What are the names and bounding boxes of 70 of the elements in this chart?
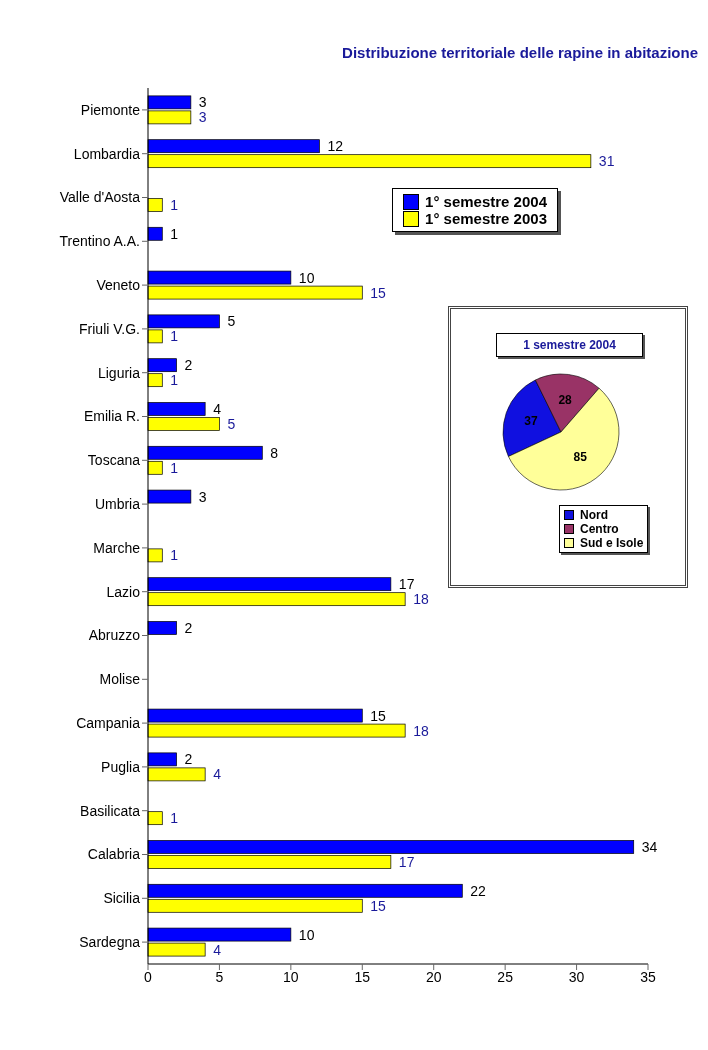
y-tick-label: Campania — [76, 715, 141, 732]
y-tick-label: Lombardia — [73, 145, 141, 162]
y-tick-label: Piemonte — [80, 101, 141, 118]
y-tick-label: Friuli V.G. — [79, 320, 140, 337]
data-label: 34 — [641, 838, 658, 855]
data-label: 1 — [170, 810, 179, 827]
legend-label: Nord — [580, 508, 608, 522]
y-tick-label: Molise — [99, 671, 141, 688]
data-label: 28 — [558, 393, 573, 408]
y-tick-label: Abruzzo — [88, 627, 141, 644]
data-label: 1 — [170, 328, 179, 345]
data-label: 3 — [198, 94, 207, 111]
data-label: 2 — [184, 619, 193, 636]
y-tick-label: Emilia R. — [83, 408, 140, 425]
chart-title: Distribuzione territoriale delle rapine in abitazione — [341, 44, 698, 61]
data-label: 10 — [298, 269, 315, 286]
data-label: 37 — [524, 414, 538, 429]
data-label: 1 — [170, 225, 179, 242]
data-label: 5 — [227, 313, 236, 330]
x-tick-label: 35 — [640, 968, 656, 985]
y-tick-label: Puglia — [101, 758, 141, 775]
data-label: 31 — [598, 153, 615, 170]
data-label: 85 — [573, 450, 588, 465]
y-tick-label: Trentino A.A. — [59, 233, 140, 250]
data-label: 15 — [370, 897, 387, 914]
y-tick-label: Liguria — [97, 364, 141, 381]
legend-label: Centro — [580, 522, 619, 536]
x-tick-label: 25 — [497, 968, 514, 985]
y-tick-label: Sicilia — [103, 890, 141, 907]
data-label: 17 — [398, 853, 415, 870]
data-label: 5 — [227, 415, 236, 432]
data-label: 15 — [370, 707, 387, 724]
data-label: 3 — [198, 109, 207, 126]
data-label: 12 — [327, 138, 344, 155]
data-label: 1 — [170, 459, 179, 476]
data-label: 1 — [170, 196, 179, 213]
x-tick-label: 20 — [425, 968, 442, 985]
y-tick-label: Lazio — [106, 583, 141, 600]
y-tick-label: Toscana — [87, 452, 141, 469]
data-label: 18 — [413, 722, 429, 739]
data-label: 10 — [298, 926, 315, 943]
data-label: 8 — [270, 444, 279, 461]
data-label: 1 — [170, 372, 179, 389]
x-tick-label: 15 — [354, 968, 371, 985]
data-label: 2 — [184, 751, 193, 768]
y-tick-label: Sardegna — [79, 934, 141, 951]
x-tick-label: 0 — [144, 968, 153, 985]
data-label: 4 — [213, 400, 222, 417]
y-tick-label: Umbria — [94, 496, 141, 513]
x-tick-label: 10 — [283, 968, 299, 985]
legend-label: Sud e Isole — [580, 536, 644, 550]
y-tick-label: Marche — [93, 539, 141, 556]
legend-label: 1° semestre 2003 — [425, 210, 547, 227]
legend-label: 1° semestre 2004 — [425, 193, 547, 210]
data-label: 4 — [213, 941, 222, 958]
y-tick-label: Calabria — [87, 846, 141, 863]
x-tick-label: 30 — [568, 968, 585, 985]
data-label: 18 — [413, 591, 429, 608]
data-label: 22 — [470, 882, 487, 899]
data-label: 1 — [170, 547, 179, 564]
data-label: 15 — [370, 284, 387, 301]
chart-title: 1 semestre 2004 — [496, 333, 643, 357]
data-label: 3 — [198, 488, 207, 505]
data-label: 2 — [184, 357, 193, 374]
data-label: 4 — [213, 766, 222, 783]
y-tick-label: Valle d'Aosta — [59, 189, 141, 206]
data-label: 17 — [398, 576, 415, 593]
y-tick-label: Veneto — [96, 277, 141, 294]
y-tick-label: Basilicata — [80, 802, 141, 819]
x-tick-label: 5 — [215, 968, 224, 985]
